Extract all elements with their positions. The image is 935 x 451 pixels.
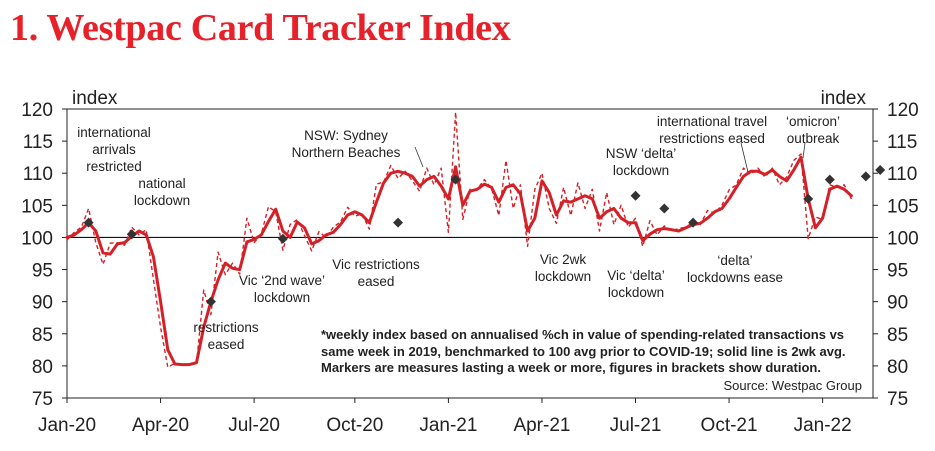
policy-marker <box>205 296 216 307</box>
annotation-label: Vic ‘delta’ <box>607 268 665 283</box>
y-tick-label-right: 75 <box>887 389 908 410</box>
y-tick-label-left: 105 <box>21 196 53 217</box>
x-tick-label: Oct-21 <box>701 415 758 436</box>
annotation-label: restrictions <box>193 320 259 335</box>
annotation-label: eased <box>208 337 245 352</box>
annotation-label: ‘delta’ <box>717 253 752 268</box>
y-tick-label-left: 100 <box>21 228 53 249</box>
y-tick-label-left: 90 <box>32 293 53 314</box>
annotation-label: lockdown <box>613 163 669 178</box>
annotation-label: international travel <box>657 114 767 129</box>
y-tick-label-left: 75 <box>32 389 53 410</box>
annotation-label: outbreak <box>787 131 840 146</box>
annotation-label: national <box>138 176 185 191</box>
policy-marker <box>875 165 886 176</box>
y-tick-label-right: 95 <box>887 261 908 282</box>
annotation-label: Vic 2wk <box>540 252 587 267</box>
annotation-label: restricted <box>86 159 142 174</box>
policy-marker <box>83 217 94 228</box>
y-tick-label-right: 85 <box>887 325 908 346</box>
y-tick-label-right: 105 <box>887 196 919 217</box>
y-tick-label-left: 110 <box>23 164 53 185</box>
policy-marker <box>659 203 670 214</box>
annotation-label: lockdown <box>254 290 310 305</box>
annotation-label: lockdown <box>134 193 190 208</box>
annotation-label: international <box>77 125 151 140</box>
x-tick-label: Apr-20 <box>132 415 189 436</box>
y-tick-label-right: 115 <box>887 132 917 153</box>
y-tick-label-right: 120 <box>887 100 919 121</box>
y-tick-label-right: 80 <box>887 357 908 378</box>
annotation-label: NSW ‘delta’ <box>606 146 677 161</box>
x-tick-label: Jul-20 <box>228 415 280 436</box>
annotation-leader-line <box>802 142 806 159</box>
x-tick-label: Jan-20 <box>38 415 96 436</box>
plot-frame <box>66 108 874 399</box>
policy-marker <box>450 174 461 185</box>
annotation-label: Vic ‘2nd wave’ <box>239 273 325 288</box>
y-tick-label-right: 110 <box>887 164 917 185</box>
policy-marker <box>277 233 288 244</box>
annotation-label: NSW: Sydney <box>304 128 388 143</box>
y-axis-label-right: index <box>821 88 867 109</box>
chart-title: 1. Westpac Card Tracker Index <box>10 7 511 49</box>
policy-marker <box>803 193 814 204</box>
annotation-leader-line <box>740 142 749 173</box>
x-tick-label: Jul-21 <box>610 415 662 436</box>
policy-marker <box>630 190 641 201</box>
y-tick-label-left: 80 <box>32 357 53 378</box>
y-axis-label-left: index <box>72 88 118 109</box>
policy-marker <box>860 171 871 182</box>
series-line-2wk-avg <box>65 155 853 367</box>
source-note: Source: Westpac Group <box>723 378 863 393</box>
y-tick-label-right: 100 <box>887 228 919 249</box>
policy-marker <box>126 229 137 240</box>
annotation-label: lockdown <box>608 285 664 300</box>
annotation-label: eased <box>358 274 395 289</box>
annotation-label: Northern Beaches <box>292 145 401 160</box>
annotation-label: lockdown <box>535 269 591 284</box>
annotation-label: restrictions eased <box>659 131 765 146</box>
policy-marker <box>688 217 699 228</box>
y-tick-label-left: 95 <box>32 261 53 282</box>
y-tick-label-left: 85 <box>32 325 53 346</box>
y-tick-label-right: 90 <box>887 293 908 314</box>
annotation-leader-line <box>414 146 424 168</box>
annotation-label: ‘omicron’ <box>786 114 840 129</box>
annotation-label: arrivals <box>92 142 136 157</box>
annotation-label: lockdowns ease <box>687 270 783 285</box>
annotation-label: Vic restrictions <box>332 257 420 272</box>
x-tick-label: Jan-22 <box>794 415 852 436</box>
series-line-weekly-index <box>66 111 853 368</box>
x-tick-label: Jan-21 <box>419 415 477 436</box>
y-tick-label-left: 120 <box>21 100 53 121</box>
chart-footnote: *weekly index based on annualised %ch in… <box>321 327 846 375</box>
x-tick-label: Apr-21 <box>513 415 570 436</box>
policy-marker <box>393 217 404 228</box>
y-tick-label-left: 115 <box>23 132 53 153</box>
policy-marker <box>824 174 835 185</box>
x-tick-label: Oct-20 <box>326 415 383 436</box>
